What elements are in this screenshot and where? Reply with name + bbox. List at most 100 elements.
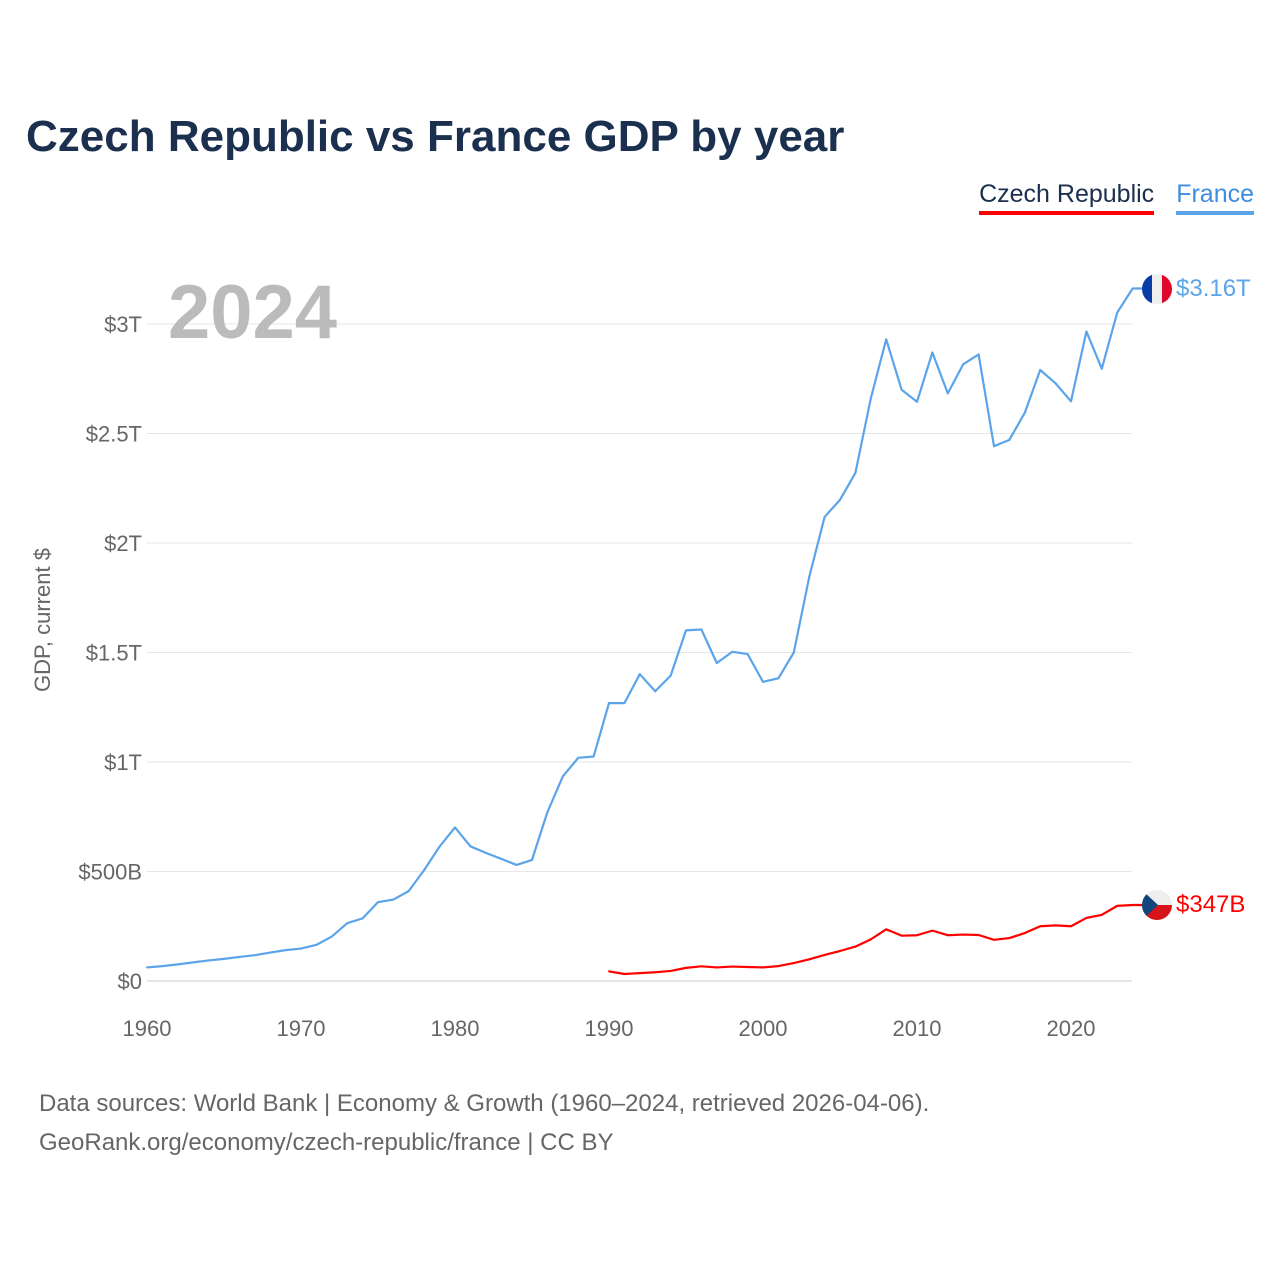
x-tick-label: 2000 [739,1016,788,1041]
data-point [1131,904,1134,907]
data-point [685,629,687,632]
data-point [484,851,487,854]
data-point [469,845,472,848]
data-point [207,959,210,962]
data-point [715,662,718,665]
data-point [993,938,995,941]
data-point [977,353,980,356]
data-point [700,628,703,631]
data-point [900,934,903,937]
data-point [685,966,687,969]
data-source-text: Data sources: World Bank | Economy & Gro… [39,1090,930,1117]
data-point [623,702,626,705]
data-point [792,962,795,965]
data-point [1100,367,1103,370]
data-point [161,965,164,968]
y-tick-label: $1.5T [86,641,142,666]
data-point [854,945,857,948]
data-point [1054,382,1057,385]
x-tick-label: 2010 [893,1016,942,1041]
data-point [253,954,256,957]
legend-czech-republic[interactable]: Czech Republic [979,180,1155,215]
data-point [731,650,734,653]
data-point [546,811,549,814]
y-tick-label: $3T [104,312,142,337]
data-point [423,868,426,871]
legend-france[interactable]: France [1176,180,1254,215]
data-point [869,938,872,941]
data-point [839,949,841,952]
data-point [284,949,287,952]
data-point [715,966,718,969]
data-point [638,673,641,676]
data-point [146,966,148,969]
data-point [1085,916,1088,919]
legend: Czech Republic France [979,180,1254,215]
data-point [1100,913,1103,916]
data-point [1116,311,1119,314]
data-point [300,947,302,950]
data-point [808,576,811,579]
data-point [777,677,780,680]
data-point [392,898,395,901]
data-point [931,929,934,932]
data-point [1039,925,1042,928]
data-point [1070,400,1072,403]
y-tick-label: $0 [118,969,142,994]
data-point [669,969,672,972]
data-point [346,922,349,925]
data-point [1085,330,1088,333]
data-point [885,928,888,931]
data-point [792,651,795,654]
x-tick-label: 1980 [431,1016,480,1041]
footer: Data sources: World Bank | Economy & Gro… [39,1084,929,1162]
data-point [608,702,610,705]
france-end-label: $3.16T [1176,275,1251,302]
data-point [269,951,272,954]
year-label: 2024 [168,270,337,355]
data-point [238,955,241,958]
data-point [577,756,580,759]
czech-flag-icon [1142,890,1172,920]
data-point [361,917,364,920]
data-point [377,901,379,904]
data-point [808,958,811,961]
data-point [1054,924,1057,927]
x-tick-label: 1990 [585,1016,634,1041]
data-point [746,965,749,968]
data-point [946,934,949,937]
data-point [916,400,918,403]
data-point [223,957,225,960]
x-tick-label: 1970 [277,1016,326,1041]
data-point [531,858,533,861]
data-point [993,445,995,448]
data-point [762,680,764,683]
data-point [454,826,456,829]
data-point [407,889,410,892]
data-point [946,392,949,395]
data-point [746,653,749,656]
data-point [500,857,503,860]
data-point [1116,904,1119,907]
data-point [700,965,703,968]
x-tick-label: 2020 [1047,1016,1096,1041]
data-point [1131,287,1134,290]
series-line-czech-republic [608,903,1143,976]
data-point [608,970,610,973]
attribution-link[interactable]: GeoRank.org/economy/czech-republic/franc… [39,1129,614,1156]
data-point [854,471,857,474]
y-tick-label: $1T [104,750,142,775]
chart-title: Czech Republic vs France GDP by year [26,112,845,161]
data-point [777,965,780,968]
data-point [762,966,764,969]
y-tick-label: $2.5T [86,422,142,447]
data-point [823,953,826,956]
data-point [315,943,318,946]
data-point [623,972,626,975]
data-point [839,498,841,501]
y-tick-label: $500B [78,860,142,885]
data-point [330,935,333,938]
data-point [731,965,734,968]
data-point [192,961,195,964]
